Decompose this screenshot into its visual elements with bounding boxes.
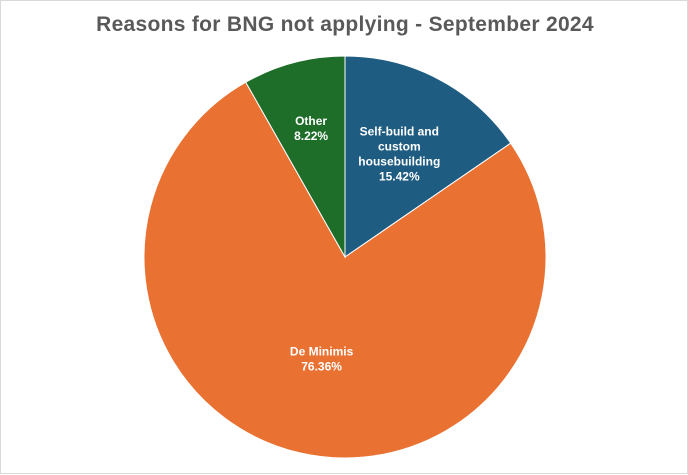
slice-value-label: 15.42% — [379, 169, 420, 183]
chart-title: Reasons for BNG not applying - September… — [96, 13, 594, 36]
slice-value-label: 76.36% — [301, 359, 342, 373]
slice-category-label: Other — [295, 114, 327, 128]
slice-category-label: custom — [378, 139, 421, 153]
slice-category-label: housebuilding — [358, 154, 440, 168]
pie-slice — [143, 81, 547, 459]
slice-category-label: De Minimis — [290, 344, 354, 358]
slice-category-label: Self-build and — [360, 124, 439, 138]
slice-value-label: 8.22% — [294, 129, 328, 143]
pie-slice — [344, 55, 512, 258]
pie-slice — [245, 55, 346, 259]
